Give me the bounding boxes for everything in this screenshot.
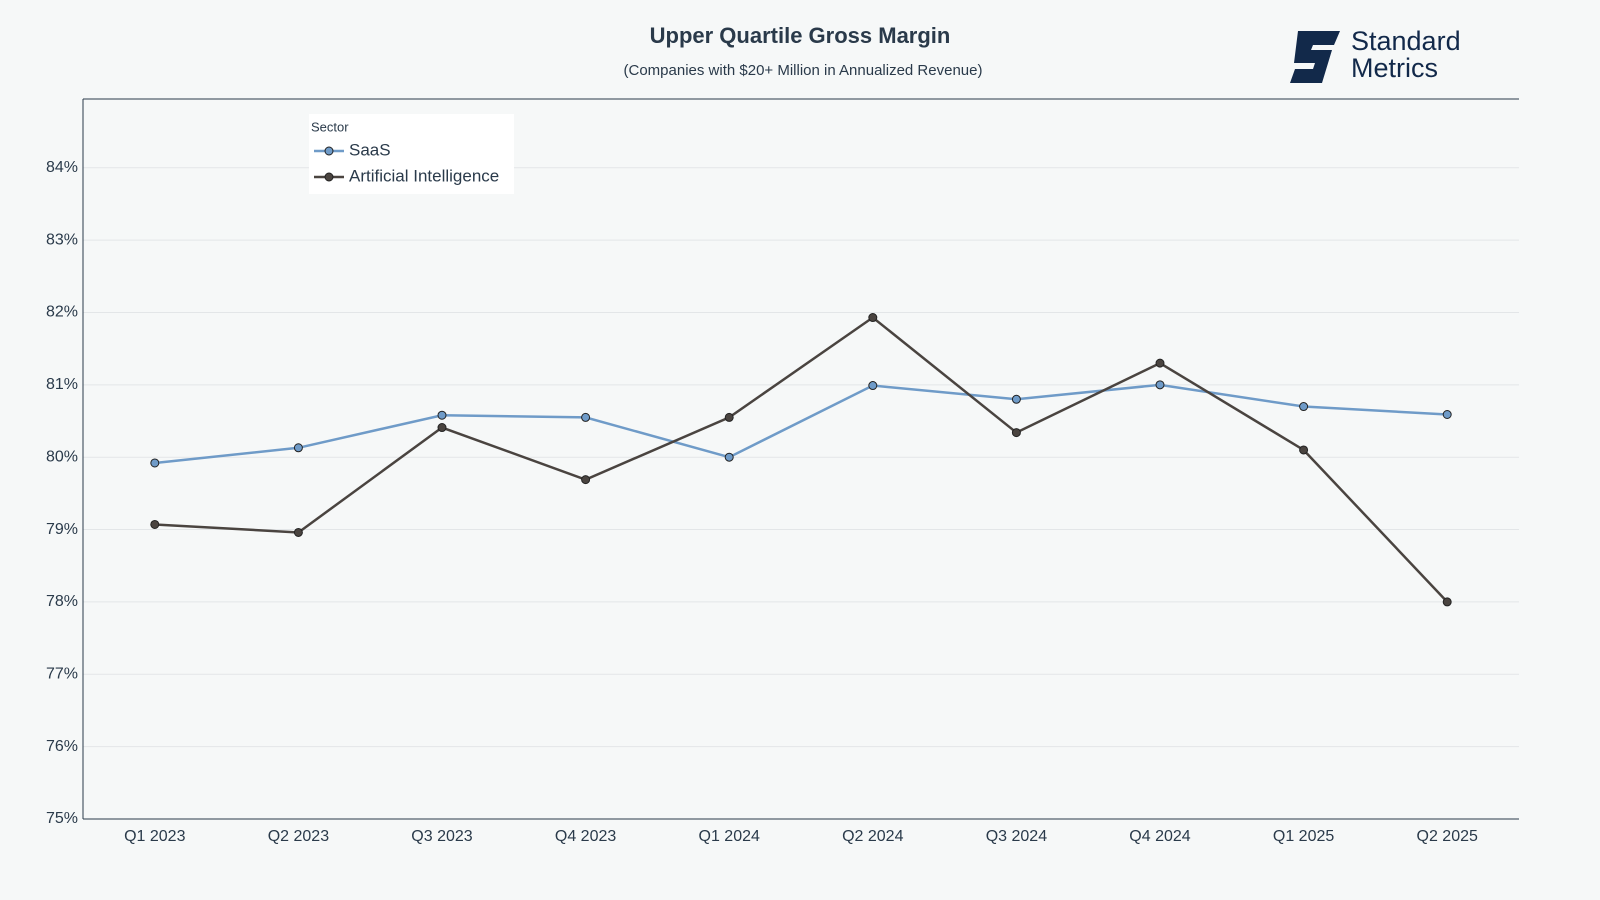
y-tick-label: 76%: [46, 738, 78, 755]
point: [724, 452, 734, 462]
legend-label: SaaS: [349, 140, 391, 159]
legend-label: Artificial Intelligence: [349, 166, 499, 185]
y-tick-label: 81%: [46, 376, 78, 393]
y-tick-label: 84%: [46, 159, 78, 176]
x-tick-label: Q3 2023: [411, 828, 472, 845]
point: [150, 458, 160, 468]
logo-icon: [1290, 31, 1340, 83]
point: [868, 381, 878, 391]
point: [1011, 428, 1021, 438]
point: [293, 527, 303, 537]
x-tick-label: Q1 2023: [124, 828, 185, 845]
point: [1442, 409, 1452, 419]
point: [437, 423, 447, 433]
y-tick-label: 79%: [46, 521, 78, 538]
point: [1155, 380, 1165, 390]
point: [868, 313, 878, 323]
y-tick-label: 82%: [46, 304, 78, 321]
x-tick-label: Q1 2024: [699, 828, 760, 845]
point: [581, 475, 591, 485]
chart-title: Upper Quartile Gross Margin: [650, 23, 951, 48]
point: [437, 410, 447, 420]
y-tick-label: 78%: [46, 593, 78, 610]
chart-subtitle: (Companies with $20+ Million in Annualiz…: [624, 62, 983, 79]
legend-marker: [324, 146, 334, 156]
x-tick-label: Q1 2025: [1273, 828, 1334, 845]
logo-text: Standard: [1351, 26, 1461, 56]
logo-text: Metrics: [1351, 53, 1438, 83]
point: [1155, 358, 1165, 368]
x-tick-label: Q2 2023: [268, 828, 329, 845]
point: [724, 412, 734, 422]
y-tick-label: 83%: [46, 231, 78, 248]
logo: Standard Metrics: [1290, 26, 1461, 83]
point: [1299, 445, 1309, 455]
line: [154, 315, 1449, 603]
legend-box: [309, 114, 514, 194]
point: [1442, 597, 1452, 607]
y-tick-label: 75%: [46, 810, 78, 827]
point: [1299, 402, 1309, 412]
x-tick-label: Q4 2023: [555, 828, 616, 845]
x-tick-label: Q3 2024: [986, 828, 1047, 845]
y-tick-label: 80%: [46, 448, 78, 465]
point: [293, 443, 303, 453]
y-tick-label: 77%: [46, 665, 78, 682]
legend-marker: [324, 172, 334, 182]
x-tick-label: Q2 2025: [1417, 828, 1478, 845]
line: [154, 383, 1448, 465]
point: [1011, 394, 1021, 404]
x-tick-label: Q2 2024: [842, 828, 903, 845]
point: [150, 519, 160, 529]
legend-title: Sector: [311, 119, 349, 134]
x-tick-label: Q4 2024: [1129, 828, 1190, 845]
point: [581, 412, 591, 422]
